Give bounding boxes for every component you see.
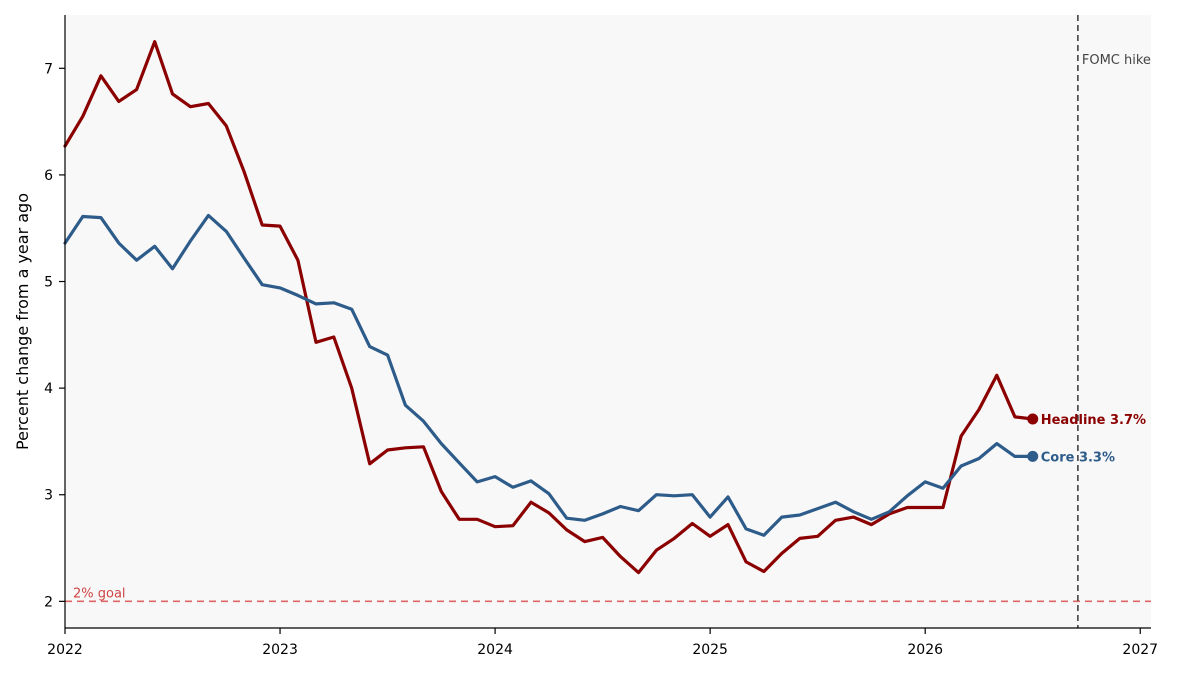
y-tick-label: 3 [44, 488, 53, 504]
fomc-hike-label: FOMC hike [1082, 53, 1151, 68]
y-tick-label: 4 [44, 381, 53, 397]
x-tick-label: 2024 [477, 642, 513, 658]
plot-background [65, 15, 1151, 628]
headline-series-line [63, 40, 1035, 575]
x-tick-label: 2022 [47, 642, 83, 658]
goal-reference-label: 2% goal [73, 586, 126, 601]
headline-end-marker [1027, 413, 1039, 425]
x-tick-label: 2026 [907, 642, 943, 658]
y-tick-label: 6 [44, 168, 53, 184]
y-tick-label: 2 [44, 594, 53, 610]
y-tick-label: 5 [44, 275, 53, 291]
y-tick-label: 7 [44, 61, 53, 77]
x-tick-label: 2025 [692, 642, 728, 658]
y-axis-title: Percent change from a year ago [13, 193, 32, 450]
core-end-marker [1027, 450, 1039, 462]
x-tick-label: 2023 [262, 642, 298, 658]
x-tick-label: 2027 [1122, 642, 1158, 658]
core-series-line [63, 213, 1035, 537]
core-end-label: Core 3.3% [1041, 450, 1115, 465]
headline-end-label: Headline 3.7% [1041, 413, 1146, 428]
